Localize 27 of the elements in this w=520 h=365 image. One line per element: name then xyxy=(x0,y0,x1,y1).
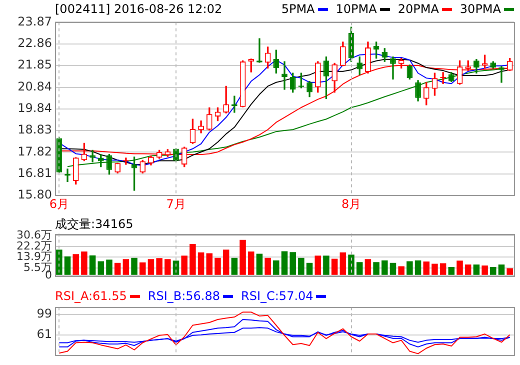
y-tick-label: 20.84 xyxy=(18,79,52,94)
y-tick-label: 17.82 xyxy=(18,144,52,158)
y-tick-label: 0 xyxy=(45,268,52,282)
y-tick-label: 23.87 xyxy=(18,14,52,28)
y-tick-label: 15.80 xyxy=(18,188,52,202)
y-tick-label: 61 xyxy=(36,327,52,342)
legend-label: RSI_A:61.55 xyxy=(55,289,127,304)
chart-title: 成交量:34165 xyxy=(55,217,134,232)
y-tick-label: 13.9万 xyxy=(16,250,52,264)
chart-title: [002411] 2016-08-26 12:02 xyxy=(55,2,222,17)
y-tick-label: 16.81 xyxy=(18,166,52,180)
legend-label: 5PMA xyxy=(281,2,315,17)
legend-label: RSI_C:57.04 xyxy=(241,289,314,304)
y-tick-label: 99 xyxy=(36,306,52,320)
y-tick-label: 19.84 xyxy=(18,100,52,115)
legend-label: 10PMA xyxy=(336,2,377,17)
y-tick-label: 21.85 xyxy=(18,58,52,72)
legend-label: 20PMA xyxy=(398,2,439,17)
y-tick-label: 22.86 xyxy=(18,36,52,50)
y-tick-label: 18.83 xyxy=(18,122,52,137)
x-tick-label: 6月 xyxy=(49,196,69,211)
x-tick-label: 8月 xyxy=(341,196,362,211)
legend-label: 30PMA xyxy=(460,2,501,17)
legend-label: RSI_B:56.88 xyxy=(148,289,220,304)
x-tick-label: 7月 xyxy=(166,196,186,211)
y-tick-label: 30.6万 xyxy=(16,228,52,242)
y-tick-label: 22.2万 xyxy=(16,239,52,252)
